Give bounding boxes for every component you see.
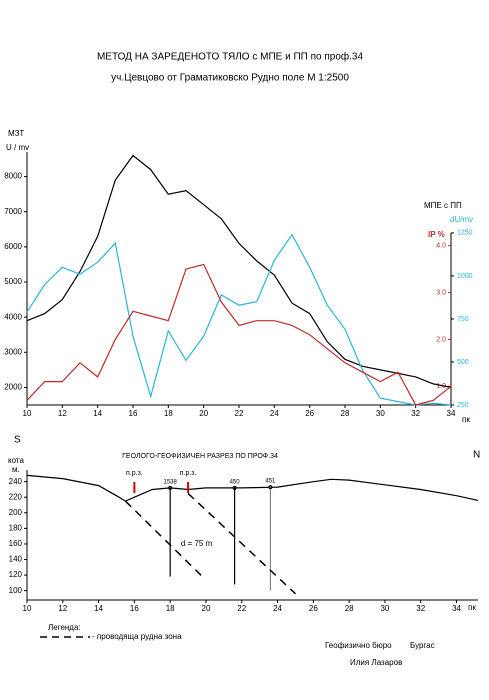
y-tick-label: 7000 [4, 207, 22, 216]
y-label-top: МЗТ [8, 129, 24, 138]
left-label: S [14, 435, 21, 446]
legend-item: - проводяща рудна зона [92, 632, 182, 641]
footer-city: Бургас [410, 641, 435, 650]
x-tick-label: 34 [452, 604, 461, 613]
y-tick-label: 160 [9, 539, 23, 548]
y-tick-label: 2000 [4, 383, 22, 392]
x-tick-label: 30 [380, 604, 389, 613]
chart-subtitle: уч.Цевцово от Граматиковско Рудно поле М… [111, 73, 349, 84]
borehole-head [232, 485, 237, 490]
x-tick-label: 24 [270, 409, 279, 418]
ore-zone [124, 500, 203, 578]
x-tick-label: 28 [345, 604, 354, 613]
y3-tick-label: 2.0 [436, 336, 446, 343]
y3-tick-label: 4.0 [436, 243, 446, 250]
borehole-head [268, 485, 273, 490]
x-tick-label: 26 [309, 604, 318, 613]
x-axis-label: пк [468, 603, 476, 612]
y2-tick-label: 500 [457, 359, 469, 366]
y-unit: м. [12, 465, 20, 474]
y2-tick-label: 1000 [457, 273, 473, 280]
series-line [26, 474, 479, 502]
x-tick-label: 20 [202, 604, 211, 613]
series-line [26, 233, 452, 406]
ore-zone [187, 492, 297, 595]
x-tick-label: 22 [235, 409, 244, 418]
x-tick-label: 22 [237, 604, 246, 613]
legend-title: Легенда: [48, 623, 81, 632]
y-tick-label: 8000 [4, 172, 22, 181]
annotation: d = 75 m [181, 539, 213, 548]
y-tick-label: 4000 [4, 312, 22, 321]
x-tick-label: 16 [129, 409, 138, 418]
y-tick-label: 5000 [4, 277, 22, 286]
chart-title: МЕТОД НА ЗАРЕДЕНОТО ТЯЛО с МПЕ и ПП по п… [97, 51, 363, 63]
y3-axis-label: IP % [428, 230, 445, 239]
y-tick-label: 6000 [4, 242, 22, 251]
y2-tick-label: 1250 [457, 230, 473, 237]
x-tick-label: 18 [166, 604, 175, 613]
x-tick-label: 32 [411, 409, 420, 418]
right-label: N [473, 450, 480, 461]
x-tick-label: 10 [23, 409, 32, 418]
y-tick-label: 240 [9, 477, 23, 486]
y-tick-label: 140 [9, 555, 23, 564]
x-tick-label: 16 [130, 604, 139, 613]
x-tick-label: 24 [273, 604, 282, 613]
y-tick-label: 120 [9, 570, 23, 579]
x-tick-label: 20 [199, 409, 208, 418]
y2-group-label: МПЕ с ПП [424, 201, 462, 210]
x-tick-label: 30 [376, 409, 385, 418]
y2-axis-label: dU/mv [450, 215, 473, 224]
x-tick-label: 26 [305, 409, 314, 418]
marker-label: п.р.з. [180, 470, 197, 477]
y2-tick-label: 750 [457, 316, 469, 323]
y-tick-label: 100 [9, 586, 23, 595]
x-tick-label: 14 [94, 604, 103, 613]
marker-label: п.р.з. [126, 470, 143, 477]
borehole-head [168, 485, 173, 490]
x-tick-label: 28 [341, 409, 350, 418]
x-tick-label: 12 [58, 604, 67, 613]
x-tick-label: 34 [447, 409, 456, 418]
x-tick-label: 10 [23, 604, 32, 613]
y-tick-label: 220 [9, 492, 23, 501]
y-tick-label: 200 [9, 508, 23, 517]
y-tick-label: 3000 [4, 347, 22, 356]
x-tick-label: 12 [58, 409, 67, 418]
x-axis-label: пк [462, 415, 470, 424]
x-tick-label: 14 [93, 409, 102, 418]
x-tick-label: 18 [164, 409, 173, 418]
footer-office: Геофизично бюро [325, 641, 392, 650]
y3-tick-label: 1.0 [436, 383, 446, 390]
series-line [26, 263, 452, 406]
borehole-label: 1538 [163, 479, 177, 485]
y2-tick-label: 250 [457, 402, 469, 409]
y-tick-label: 180 [9, 523, 23, 532]
y3-tick-label: 3.0 [436, 289, 446, 296]
borehole-label: 450 [230, 479, 241, 485]
footer-author: Илия Лазаров [350, 658, 402, 667]
borehole-label: 451 [265, 479, 276, 485]
series-line [26, 154, 452, 388]
x-tick-label: 32 [416, 604, 425, 613]
section-title: ГЕОЛОГО-ГЕОФИЗИЧЕН РАЗРЕЗ ПО ПРОФ.34 [122, 453, 278, 460]
y-axis-label: кота [8, 456, 24, 465]
y-axis-label: U / mv [6, 143, 29, 152]
